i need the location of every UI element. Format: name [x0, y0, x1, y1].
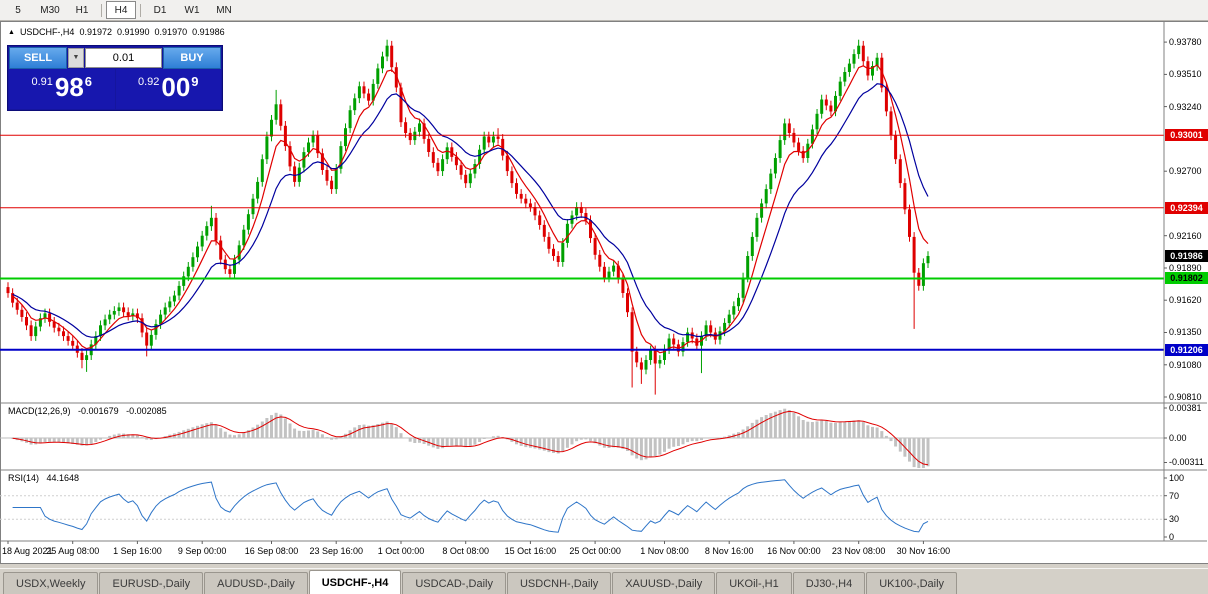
macd-name: MACD(12,26,9) [8, 406, 71, 416]
chart-tab-USDCAD-Daily[interactable]: USDCAD-,Daily [402, 572, 506, 594]
time-tick-label: 25 Oct 00:00 [569, 546, 621, 556]
price-axis[interactable]: 0.93780 0.93510 0.93240 0.92700 0.92160 0.918… [1165, 21, 1208, 542]
macd-value-signal: -0.002085 [126, 406, 167, 416]
price-tick-label: 0.90810 [1169, 392, 1202, 403]
price-tick-label: 0.91620 [1169, 295, 1202, 306]
chart-tab-USDCHF-H4[interactable]: USDCHF-,H4 [308, 570, 402, 594]
chart-title: ▲ USDCHF-,H4 0.91972 0.91990 0.91970 0.9… [8, 27, 225, 37]
indicator-tick-label: 0.00 [1169, 433, 1187, 443]
time-tick-label: 1 Nov 08:00 [640, 546, 689, 556]
timeframe-button-H1[interactable]: H1 [75, 4, 89, 16]
chart-tab-UKOil-H1[interactable]: UKOil-,H1 [716, 572, 792, 594]
volume-input[interactable] [85, 47, 162, 68]
time-tick-label: 9 Sep 00:00 [177, 546, 227, 556]
current-price-tag: 0.91986 [1165, 250, 1208, 263]
ohlc-open: 0.91972 [79, 27, 112, 37]
time-tick-label: 8 Nov 16:00 [704, 546, 754, 556]
indicator-tick-label: 0 [1169, 532, 1175, 542]
price-quote-row: 0.91 98 6 0.92 00 9 [9, 69, 221, 109]
indicator-tick-label: 30 [1169, 514, 1180, 525]
time-tick-label: 8 Oct 08:00 [442, 546, 489, 556]
price-tick-label: 0.91080 [1169, 359, 1202, 370]
indicator-tick-label: -0.00311 [1169, 457, 1204, 468]
buy-price-pip: 9 [191, 74, 199, 89]
time-tick-label: 1 Sep 16:00 [113, 546, 162, 556]
price-tick-label: 0.92160 [1169, 230, 1202, 241]
time-tick-label: 15 Oct 16:00 [504, 546, 557, 556]
time-tick-label: 1 Oct 00:00 [377, 546, 425, 556]
buy-price-main: 00 [161, 72, 191, 102]
time-tick-label: 16 Nov 00:00 [767, 546, 821, 556]
buy-price-display[interactable]: 0.92 00 9 [115, 69, 221, 109]
price-level-tag: 0.91206 [1165, 343, 1208, 356]
ohlc-high: 0.91990 [117, 27, 150, 37]
sell-price-pip: 6 [84, 74, 93, 89]
indicator-tick-label: 0.00381 [1169, 402, 1202, 413]
time-tick-label: 25 Aug 08:00 [46, 546, 100, 556]
price-level-tag: 0.93001 [1165, 129, 1208, 142]
sell-button[interactable]: SELL [9, 46, 67, 69]
time-axis[interactable]: 18 Aug 2021 25 Aug 08:00 1 Sep 16:00 9 Sep … [0, 542, 1164, 561]
one-click-trading-panel: SELL ▼ BUY 0.91 98 6 0.92 00 9 [7, 45, 223, 111]
timeframe-button-5[interactable]: 5 [15, 4, 21, 16]
chart-tab-AUDUSD-Daily[interactable]: AUDUSD-,Daily [204, 572, 308, 594]
rsi-value: 44.1648 [46, 473, 80, 483]
timeframe-button-H4[interactable]: H4 [106, 1, 136, 19]
chart-tab-USDX-Weekly[interactable]: USDX,Weekly [3, 572, 99, 594]
trade-controls-row: SELL ▼ BUY [9, 46, 221, 69]
price-tick-label: 0.93240 [1169, 101, 1202, 112]
time-tick-label: 18 Aug 2021 [2, 546, 53, 556]
time-tick-label: 30 Nov 16:00 [896, 546, 951, 556]
timeframe-button-M30[interactable]: M30 [40, 4, 60, 16]
price-tick-label: 0.91350 [1169, 327, 1202, 338]
time-tick-label: 16 Sep 08:00 [244, 546, 299, 556]
collapse-arrow-icon[interactable]: ▲ [8, 28, 15, 36]
toolbar-separator [140, 3, 141, 17]
toolbar-separator [101, 3, 102, 17]
rsi-label: RSI(14) 44.1648 [8, 473, 84, 483]
chart-tab-DJ30-H4[interactable]: DJ30-,H4 [792, 572, 866, 594]
price-tick-label: 0.93780 [1169, 37, 1202, 48]
ohlc-low: 0.91970 [154, 27, 188, 37]
time-tick-label: 23 Nov 08:00 [831, 546, 886, 556]
indicator-tick-label: 70 [1169, 490, 1180, 501]
rsi-name: RSI(14) [8, 473, 40, 483]
timeframe-button-D1[interactable]: D1 [153, 4, 167, 16]
macd-value-main: -0.001679 [78, 406, 119, 416]
chart-tab-USDCNH-Daily[interactable]: USDCNH-,Daily [506, 572, 612, 594]
chart-tab-UK100-Daily[interactable]: UK100-,Daily [866, 572, 958, 594]
price-level-tag: 0.92394 [1165, 201, 1208, 214]
time-tick-label: 23 Sep 16:00 [309, 546, 364, 556]
macd-label: MACD(12,26,9) -0.001679 -0.002085 [8, 406, 172, 416]
buy-button[interactable]: BUY [163, 46, 221, 69]
timeframe-button-W1[interactable]: W1 [184, 4, 200, 16]
volume-dropdown-icon[interactable]: ▼ [68, 47, 84, 68]
price-tick-label: 0.93510 [1169, 69, 1202, 80]
chart-tab-XAUUSD-Daily[interactable]: XAUUSD-,Daily [612, 572, 716, 594]
chart-tab-EURUSD-Daily[interactable]: EURUSD-,Daily [99, 572, 204, 594]
sell-price-prefix: 0.91 [31, 76, 53, 88]
sell-price-display[interactable]: 0.91 98 6 [9, 69, 115, 109]
timeframe-button-MN[interactable]: MN [216, 4, 232, 16]
chart-tab-bar: USDX,Weekly EURUSD-,Daily AUDUSD-,Daily USD… [0, 568, 1208, 594]
ohlc-close: 0.91986 [192, 27, 225, 37]
indicator-tick-label: 100 [1169, 473, 1185, 483]
price-tick-label: 0.91890 [1169, 262, 1202, 273]
chart-symbol: USDCHF-,H4 [19, 27, 75, 37]
price-level-tag: 0.91802 [1165, 272, 1208, 285]
sell-price-main: 98 [54, 72, 84, 102]
buy-price-prefix: 0.92 [137, 76, 160, 88]
price-tick-label: 0.92700 [1169, 166, 1202, 177]
timeframe-toolbar: 5 M30 H1 H4 D1 W1 MN [0, 0, 1208, 21]
